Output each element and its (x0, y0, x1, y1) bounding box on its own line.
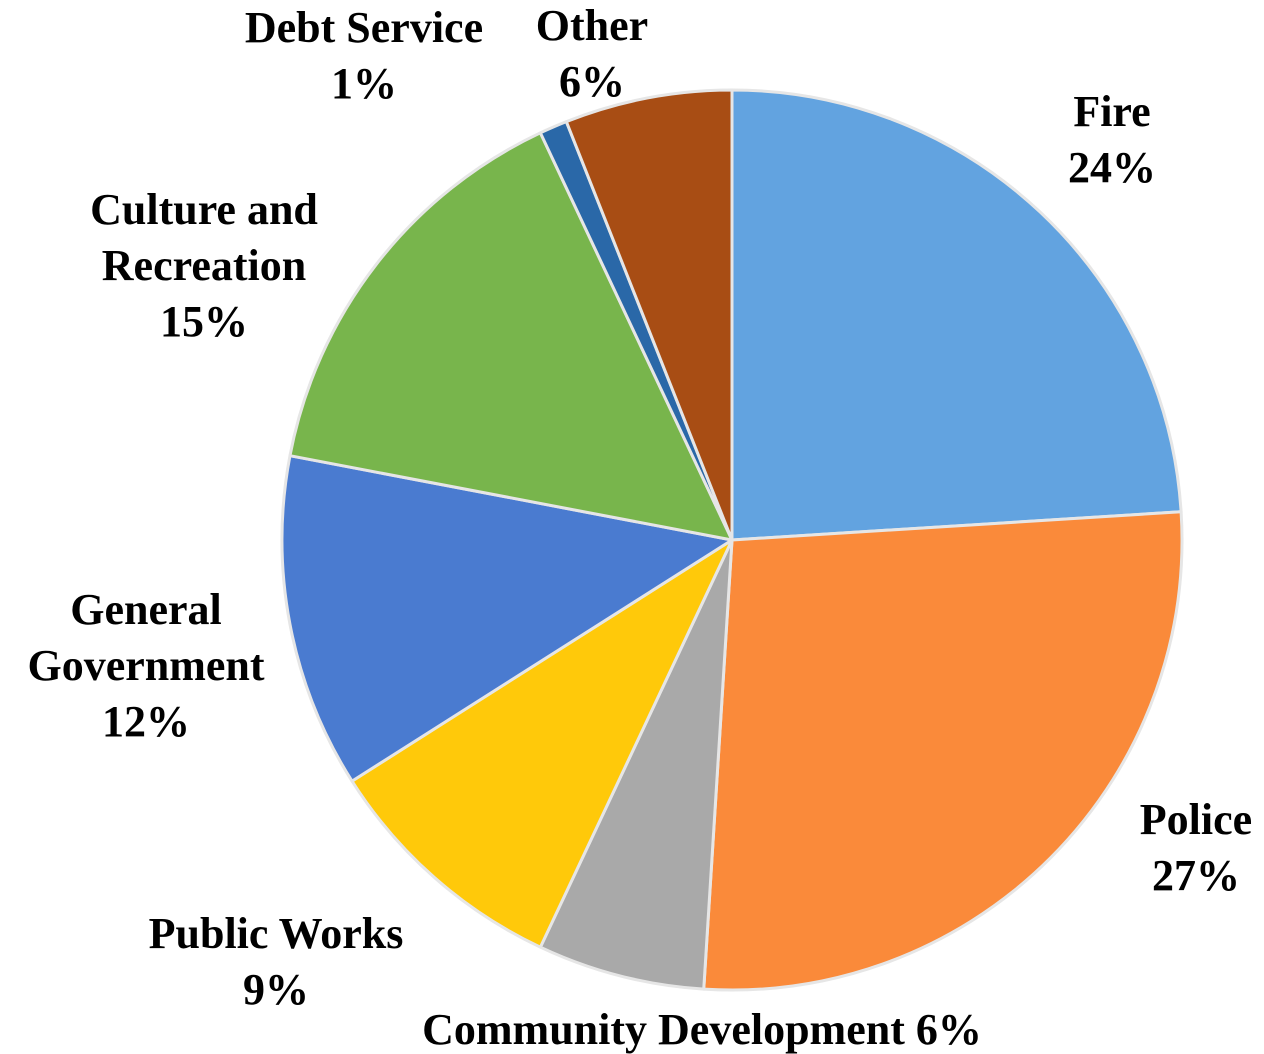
pie-data-labels: Fire 24% Police 27% Community Development 6%… (27, 1, 1252, 1054)
pie-slice-other (564, 88, 734, 542)
data-label-line: Other (536, 1, 648, 50)
data-label-line: 24% (1068, 143, 1156, 192)
data-label-line: Recreation (102, 241, 306, 290)
data-label-community-development: Community Development 6% (422, 1005, 982, 1054)
data-label-line: Community Development 6% (422, 1005, 982, 1054)
data-label-line: Debt Service (245, 3, 483, 52)
pie-slice-community-development (538, 538, 734, 991)
pie-slice-public-works (350, 538, 734, 949)
data-label-fire: Fire 24% (1068, 87, 1156, 192)
pie-slice-fire (730, 88, 1183, 542)
data-label-culture-and-recreation: Culture and Recreation 15% (90, 185, 318, 346)
data-label-line: Police (1140, 795, 1252, 844)
data-label-line: Culture and (90, 185, 318, 234)
data-label-public-works: Public Works 9% (149, 909, 404, 1014)
data-label-line: 15% (160, 297, 248, 346)
data-label-line: Government (27, 641, 264, 690)
pie-slice-general-government (280, 454, 734, 783)
data-label-line: 27% (1152, 851, 1240, 900)
data-label-line: Fire (1073, 87, 1150, 136)
data-label-line: 6% (559, 57, 625, 106)
pie-slice-police (702, 510, 1184, 992)
data-label-line: 12% (102, 697, 190, 746)
data-label-line: Public Works (149, 909, 404, 958)
data-label-police: Police 27% (1140, 795, 1252, 900)
data-label-line: 9% (243, 965, 309, 1014)
data-label-debt-service: Debt Service 1% (245, 3, 483, 108)
data-label-line: 1% (331, 59, 397, 108)
data-label-other: Other 6% (536, 1, 648, 106)
data-label-general-government: General Government 12% (27, 585, 264, 746)
data-label-line: General (70, 585, 222, 634)
pie-slice-culture-and-recreation (288, 131, 734, 542)
pie-slices (280, 88, 1184, 992)
